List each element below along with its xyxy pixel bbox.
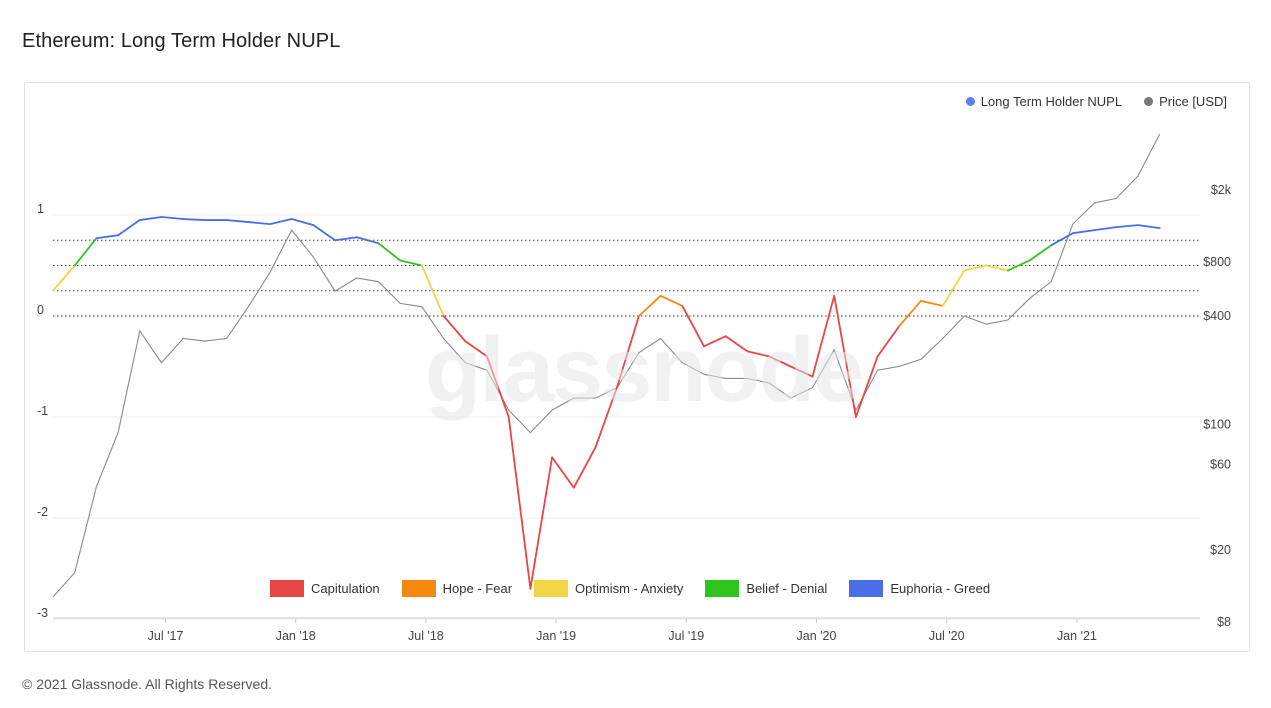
legend-zone-label: Belief - Denial — [746, 581, 828, 596]
y-right-tick-label: $60 — [1210, 457, 1231, 471]
nupl-segment — [247, 221, 271, 225]
legend-zone-capitulation[interactable]: Capitulation — [270, 580, 380, 597]
legend-zone-label: Hope - Fear — [442, 581, 513, 596]
nupl-segment — [616, 315, 640, 388]
nupl-segment — [724, 335, 749, 353]
nupl-segment — [768, 355, 792, 368]
nupl-segment — [225, 219, 250, 223]
nupl-segment — [138, 216, 163, 221]
nupl-segment — [638, 294, 662, 317]
nupl-segment — [442, 315, 467, 343]
legend-zone-belief-denial[interactable]: Belief - Denial — [705, 580, 827, 597]
legend-zone-label: Capitulation — [311, 581, 380, 596]
x-tick-label: Jul '20 — [929, 629, 965, 643]
nupl-segment — [941, 269, 966, 307]
nupl-segment — [420, 264, 445, 317]
nupl-segment — [334, 236, 358, 242]
legend-dot-price — [1144, 97, 1154, 106]
legend-top: Long Term Holder NUPL Price [USD] — [965, 94, 1227, 109]
y-right-tick-label: $800 — [1203, 255, 1231, 269]
nupl-segment — [355, 236, 380, 245]
nupl-segment — [529, 456, 553, 590]
nupl-segment — [594, 385, 619, 449]
x-tick-label: Jul '19 — [668, 629, 704, 643]
nupl-segment — [1050, 232, 1074, 247]
x-tick-label: Jan '19 — [536, 629, 576, 643]
legend-zone-optimism-anxiety[interactable]: Optimism - Anxiety — [534, 580, 683, 597]
nupl-segment — [160, 216, 185, 220]
nupl-segment — [833, 294, 857, 418]
y-right-tick-label: $2k — [1211, 183, 1232, 197]
nupl-segment — [399, 259, 423, 267]
nupl-segment — [746, 350, 770, 358]
y-left-tick-label: -3 — [37, 606, 48, 620]
page-title: Ethereum: Long Term Holder NUPL — [22, 30, 341, 52]
nupl-segment — [1006, 259, 1031, 272]
nupl-segment — [855, 355, 879, 418]
legend-dot-nupl — [965, 97, 975, 106]
nupl-segment — [659, 294, 684, 307]
nupl-segment — [985, 264, 1009, 272]
nupl-segment — [963, 264, 987, 272]
swatch-capitulation — [270, 580, 304, 597]
swatch-euphoria-greed — [849, 580, 884, 597]
nupl-segment — [73, 237, 98, 267]
nupl-segment — [876, 325, 901, 358]
legend-item-price[interactable]: Price [USD] — [1144, 94, 1227, 109]
chart-panel: 1 0 -1 -2 -3 $2k $800 $400 $100 $60 $20 $8 Jul '17 Ja… — [24, 82, 1250, 652]
nupl-segment — [377, 242, 402, 262]
nupl-segment — [920, 299, 944, 307]
nupl-segment — [551, 456, 575, 489]
swatch-belief-denial — [705, 580, 740, 597]
nupl-segment — [789, 365, 814, 378]
nupl-segment — [95, 234, 119, 240]
nupl-segment — [703, 335, 727, 348]
y-left-tick-label: 1 — [37, 202, 44, 216]
nupl-segment — [464, 340, 488, 358]
x-tick-label: Jan '18 — [276, 629, 316, 643]
legend-zones: Capitulation Hope - Fear Optimism - Anxi… — [270, 580, 990, 597]
copyright-footer: © 2021 Glassnode. All Rights Reserved. — [22, 676, 273, 692]
nupl-segment — [811, 294, 836, 378]
nupl-segment — [117, 219, 141, 237]
legend-zone-euphoria-greed[interactable]: Euphoria - Greed — [849, 580, 990, 597]
swatch-hope-fear — [401, 580, 436, 597]
nupl-segment — [572, 446, 597, 489]
legend-zone-label: Optimism - Anxiety — [575, 581, 684, 596]
y-right-tick-label: $100 — [1203, 417, 1231, 431]
x-tick-label: Jul '18 — [408, 629, 444, 643]
legend-zone-hope-fear[interactable]: Hope - Fear — [401, 580, 513, 597]
y-left-tick-label: -1 — [37, 404, 48, 418]
nupl-segment — [1028, 244, 1053, 262]
nupl-segment — [269, 218, 293, 225]
y-right-tick-label: $400 — [1203, 309, 1231, 323]
legend-label-nupl: Long Term Holder NUPL — [980, 94, 1123, 109]
price-series-line — [52, 133, 1161, 598]
nupl-segment — [182, 218, 206, 221]
nupl-segment — [1115, 224, 1139, 229]
y-left-tick-label: 0 — [37, 303, 44, 317]
legend-item-nupl[interactable]: Long Term Holder NUPL — [965, 94, 1123, 109]
nupl-segment — [681, 304, 705, 348]
legend-zone-label: Euphoria - Greed — [890, 581, 991, 596]
chart: 1 0 -1 -2 -3 $2k $800 $400 $100 $60 $20 $8 Jul '17 Ja… — [37, 133, 1232, 643]
nupl-segment — [898, 299, 922, 328]
y-left-tick-label: -2 — [37, 505, 48, 519]
x-tick-label: Jan '21 — [1057, 629, 1097, 643]
nupl-segment — [1093, 226, 1118, 232]
swatch-optimism-anxiety — [534, 580, 569, 597]
watermark: glassnode — [425, 319, 864, 421]
nupl-segment — [52, 264, 76, 292]
legend-label-price: Price [USD] — [1159, 94, 1227, 109]
y-right-tick-label: $8 — [1217, 615, 1231, 629]
y-right-tick-label: $20 — [1210, 543, 1231, 557]
nupl-segment — [1137, 224, 1161, 230]
nupl-segment — [486, 355, 510, 418]
x-tick-label: Jul '17 — [148, 629, 184, 643]
x-tick-label: Jan '20 — [797, 629, 837, 643]
nupl-segment — [290, 218, 315, 227]
nupl-segment — [312, 224, 337, 242]
nupl-segment — [507, 416, 532, 590]
nupl-segment — [1072, 229, 1096, 235]
